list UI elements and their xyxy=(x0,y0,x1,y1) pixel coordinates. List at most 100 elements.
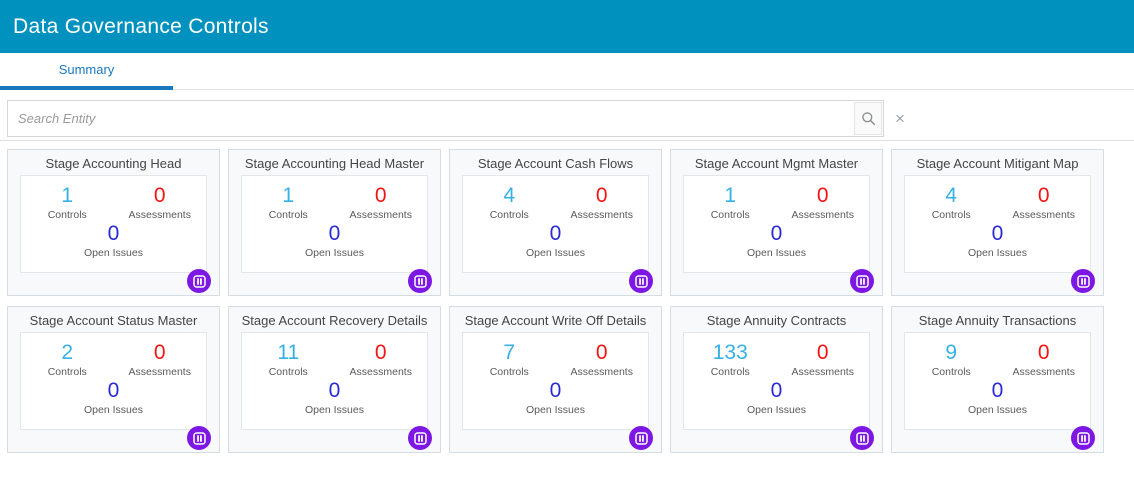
search-box xyxy=(7,100,884,137)
entity-card-stats: 133 Controls 0 Assessments 0 Open Issues xyxy=(683,332,870,430)
entity-card-title: Stage Accounting Head xyxy=(45,156,182,171)
assessments-stat: 0 Assessments xyxy=(998,341,1091,378)
stat-pair: 1 Controls 0 Assessments xyxy=(242,184,427,221)
controls-label: Controls xyxy=(489,209,529,222)
assessments-count: 0 xyxy=(374,184,387,207)
assessments-label: Assessments xyxy=(1012,209,1075,222)
cards-grid: Stage Accounting Head 1 Controls 0 Asses… xyxy=(7,149,1117,453)
entity-details-button[interactable] xyxy=(850,426,874,450)
entity-card: Stage Annuity Contracts 133 Controls 0 A… xyxy=(670,306,883,453)
tab-summary[interactable]: Summary xyxy=(0,53,173,90)
entity-card: Stage Accounting Head 1 Controls 0 Asses… xyxy=(7,149,220,296)
tab-bar: Summary xyxy=(0,53,1134,90)
open-issues-stat: 0 Open Issues xyxy=(21,222,206,259)
search-input[interactable] xyxy=(7,100,884,137)
stat-pair: 1 Controls 0 Assessments xyxy=(684,184,869,221)
controls-label: Controls xyxy=(931,209,971,222)
entity-card-stats: 7 Controls 0 Assessments 0 Open Issues xyxy=(462,332,649,430)
open-issues-count: 0 xyxy=(107,222,120,246)
stat-pair: 4 Controls 0 Assessments xyxy=(463,184,648,221)
entity-card-title: Stage Account Mgmt Master xyxy=(694,156,859,171)
assessments-stat: 0 Assessments xyxy=(335,341,428,378)
app-window: Data Governance Controls Summary × Stage… xyxy=(0,0,1134,453)
assessments-label: Assessments xyxy=(128,209,191,222)
entity-details-button[interactable] xyxy=(1071,269,1095,293)
entity-card: Stage Account Mitigant Map 4 Controls 0 … xyxy=(891,149,1104,296)
stat-pair: 7 Controls 0 Assessments xyxy=(463,341,648,378)
app-header: Data Governance Controls xyxy=(0,0,1134,53)
table-columns-icon xyxy=(192,431,206,445)
open-issues-label: Open Issues xyxy=(84,404,143,417)
controls-label: Controls xyxy=(710,209,750,222)
assessments-label: Assessments xyxy=(570,209,633,222)
open-issues-stat: 0 Open Issues xyxy=(684,379,869,416)
open-issues-label: Open Issues xyxy=(968,404,1027,417)
assessments-count: 0 xyxy=(153,184,166,207)
entity-card-stats: 2 Controls 0 Assessments 0 Open Issues xyxy=(20,332,207,430)
controls-count: 1 xyxy=(724,184,737,207)
controls-count: 11 xyxy=(277,341,300,364)
entity-card-stats: 1 Controls 0 Assessments 0 Open Issues xyxy=(241,175,428,273)
search-button[interactable] xyxy=(854,102,882,135)
open-issues-stat: 0 Open Issues xyxy=(463,379,648,416)
stat-pair: 9 Controls 0 Assessments xyxy=(905,341,1090,378)
page-title: Data Governance Controls xyxy=(13,14,269,38)
assessments-count: 0 xyxy=(816,341,829,364)
controls-count: 133 xyxy=(712,341,748,364)
clear-search-button[interactable]: × xyxy=(895,109,905,128)
open-issues-count: 0 xyxy=(328,379,341,403)
controls-label: Controls xyxy=(489,366,529,379)
controls-count: 7 xyxy=(503,341,516,364)
content-divider xyxy=(0,140,1134,141)
assessments-label: Assessments xyxy=(349,209,412,222)
entity-details-button[interactable] xyxy=(1071,426,1095,450)
entity-card-stats: 1 Controls 0 Assessments 0 Open Issues xyxy=(20,175,207,273)
entity-card-title: Stage Account Write Off Details xyxy=(464,313,647,328)
entity-card-stats: 1 Controls 0 Assessments 0 Open Issues xyxy=(683,175,870,273)
table-columns-icon xyxy=(855,431,869,445)
controls-count: 1 xyxy=(61,184,74,207)
open-issues-label: Open Issues xyxy=(968,247,1027,260)
entity-details-button[interactable] xyxy=(850,269,874,293)
entity-details-button[interactable] xyxy=(408,426,432,450)
entity-card-title: Stage Annuity Contracts xyxy=(706,313,847,328)
controls-label: Controls xyxy=(268,209,308,222)
entity-details-button[interactable] xyxy=(629,269,653,293)
entity-card-stats: 4 Controls 0 Assessments 0 Open Issues xyxy=(904,175,1091,273)
open-issues-stat: 0 Open Issues xyxy=(905,222,1090,259)
assessments-label: Assessments xyxy=(570,366,633,379)
entity-card-title: Stage Account Status Master xyxy=(29,313,198,328)
assessments-count: 0 xyxy=(595,341,608,364)
controls-label: Controls xyxy=(710,366,750,379)
tab-summary-label: Summary xyxy=(58,62,115,77)
entity-details-button[interactable] xyxy=(408,269,432,293)
entity-card-title: Stage Account Recovery Details xyxy=(241,313,428,328)
open-issues-label: Open Issues xyxy=(526,247,585,260)
controls-count: 4 xyxy=(503,184,516,207)
entity-details-button[interactable] xyxy=(187,269,211,293)
open-issues-label: Open Issues xyxy=(747,404,806,417)
open-issues-count: 0 xyxy=(328,222,341,246)
table-columns-icon xyxy=(855,274,869,288)
entity-card: Stage Accounting Head Master 1 Controls … xyxy=(228,149,441,296)
entity-details-button[interactable] xyxy=(629,426,653,450)
assessments-label: Assessments xyxy=(791,366,854,379)
stat-pair: 1 Controls 0 Assessments xyxy=(21,184,206,221)
search-section: × xyxy=(7,100,1127,137)
controls-stat: 4 Controls xyxy=(463,184,556,221)
assessments-label: Assessments xyxy=(1012,366,1075,379)
assessments-count: 0 xyxy=(153,341,166,364)
entity-details-button[interactable] xyxy=(187,426,211,450)
controls-count: 2 xyxy=(61,341,74,364)
assessments-stat: 0 Assessments xyxy=(335,184,428,221)
controls-stat: 2 Controls xyxy=(21,341,114,378)
entity-card-stats: 4 Controls 0 Assessments 0 Open Issues xyxy=(462,175,649,273)
open-issues-stat: 0 Open Issues xyxy=(242,379,427,416)
entity-card: Stage Account Recovery Details 11 Contro… xyxy=(228,306,441,453)
assessments-count: 0 xyxy=(374,341,387,364)
search-icon xyxy=(861,112,875,126)
controls-stat: 7 Controls xyxy=(463,341,556,378)
open-issues-count: 0 xyxy=(549,379,562,403)
entity-card: Stage Account Mgmt Master 1 Controls 0 A… xyxy=(670,149,883,296)
stat-pair: 4 Controls 0 Assessments xyxy=(905,184,1090,221)
